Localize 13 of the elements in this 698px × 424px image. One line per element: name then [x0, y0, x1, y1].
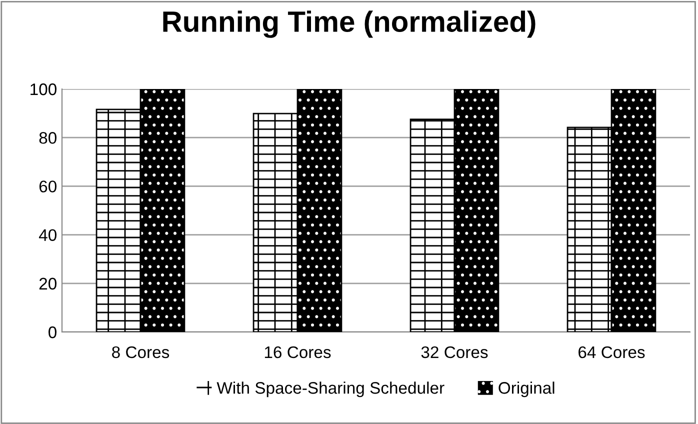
chart-title: Running Time (normalized) — [163, 10, 536, 38]
legend-label: Original — [498, 382, 554, 398]
x-tick-label: 16 Cores — [264, 346, 331, 358]
y-tick-label: 100 — [30, 83, 56, 96]
y-tick-label: 40 — [38, 229, 56, 242]
x-tick-label: 32 Cores — [421, 346, 488, 358]
y-tick-label: 20 — [39, 278, 56, 290]
x-tick-label: 8 Cores — [112, 346, 170, 358]
x-tick-label: 64 Cores — [578, 346, 645, 358]
legend-label: With Space-Sharing Scheduler — [216, 382, 444, 398]
y-tick-label: 80 — [39, 132, 56, 144]
y-tick-label: 60 — [39, 180, 56, 192]
y-tick-label: 0 — [48, 326, 56, 338]
